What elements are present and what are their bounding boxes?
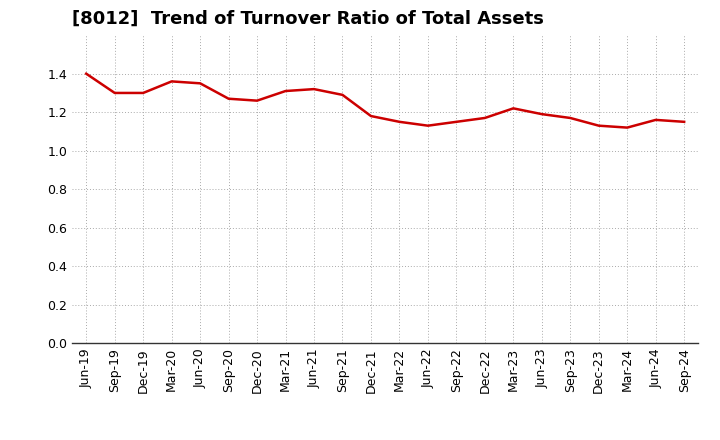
Text: [8012]  Trend of Turnover Ratio of Total Assets: [8012] Trend of Turnover Ratio of Total … xyxy=(72,10,544,28)
